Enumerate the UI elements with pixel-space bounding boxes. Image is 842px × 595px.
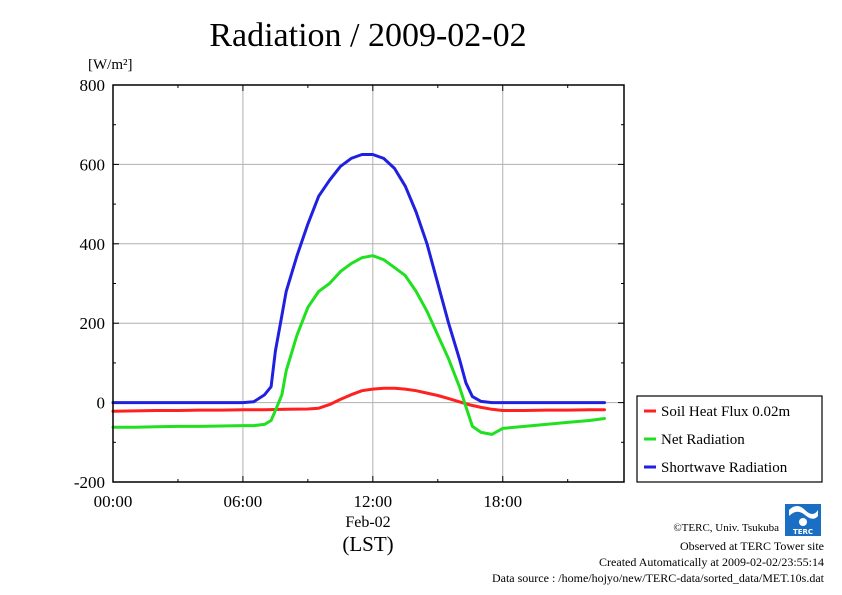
y-axis-unit-label: [W/m²] <box>88 57 132 73</box>
y-tick-label: 400 <box>80 235 106 254</box>
copyright-text: ©TERC, Univ. Tsukuba <box>673 522 779 534</box>
series-line-shortwave-radiation <box>111 153 606 405</box>
plot-frame <box>112 84 625 483</box>
legend-label: Net Radiation <box>661 432 745 448</box>
observed-site-text: Observed at TERC Tower site <box>680 539 824 553</box>
legend-label: Soil Heat Flux 0.02m <box>661 404 791 420</box>
series-line-soil-heat-flux-0-02m <box>111 386 606 413</box>
terc-logo: TERC <box>785 504 821 536</box>
x-tick-label: 06:00 <box>224 492 263 511</box>
x-tick-label: 00:00 <box>94 492 133 511</box>
y-tick-label: 200 <box>80 314 106 333</box>
x-tick-label: 12:00 <box>353 492 392 511</box>
x-tick-labels: 00:00 06:00 12:00 18:00 <box>94 492 522 511</box>
chart-legend: Soil Heat Flux 0.02m Net Radiation Shortwa… <box>636 395 823 483</box>
grid-lines <box>112 84 624 483</box>
x-axis-timezone-label: (LST) <box>342 532 393 556</box>
legend-box <box>636 395 823 483</box>
y-tick-label: 600 <box>80 155 106 174</box>
created-timestamp-text: Created Automatically at 2009-02-02/23:5… <box>599 555 824 569</box>
y-tick-label: 0 <box>97 394 106 413</box>
y-tick-label: -200 <box>74 473 105 492</box>
chart-title: Radiation / 2009-02-02 <box>209 17 526 54</box>
y-tick-label: 800 <box>80 76 106 95</box>
x-tick-label: 18:00 <box>483 492 522 511</box>
x-axis-label: Feb-02 <box>345 514 390 531</box>
y-tick-labels: -200 0 200 400 600 800 <box>74 76 105 492</box>
data-source-text: Data source : /home/hojyo/new/TERC-data/… <box>492 571 825 585</box>
logo-text: TERC <box>793 528 813 536</box>
series-line-net-radiation <box>111 254 606 436</box>
series-lines <box>111 153 606 436</box>
legend-label: Shortwave Radiation <box>661 460 788 476</box>
